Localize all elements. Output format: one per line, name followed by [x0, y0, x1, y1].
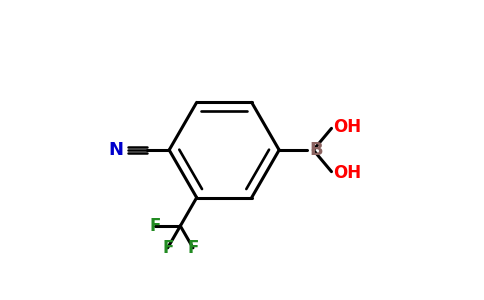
- Text: F: F: [162, 239, 173, 257]
- Text: OH: OH: [333, 118, 361, 136]
- Text: B: B: [309, 141, 323, 159]
- Text: N: N: [109, 141, 124, 159]
- Text: F: F: [150, 217, 161, 235]
- Text: OH: OH: [333, 164, 361, 182]
- Text: F: F: [187, 239, 198, 257]
